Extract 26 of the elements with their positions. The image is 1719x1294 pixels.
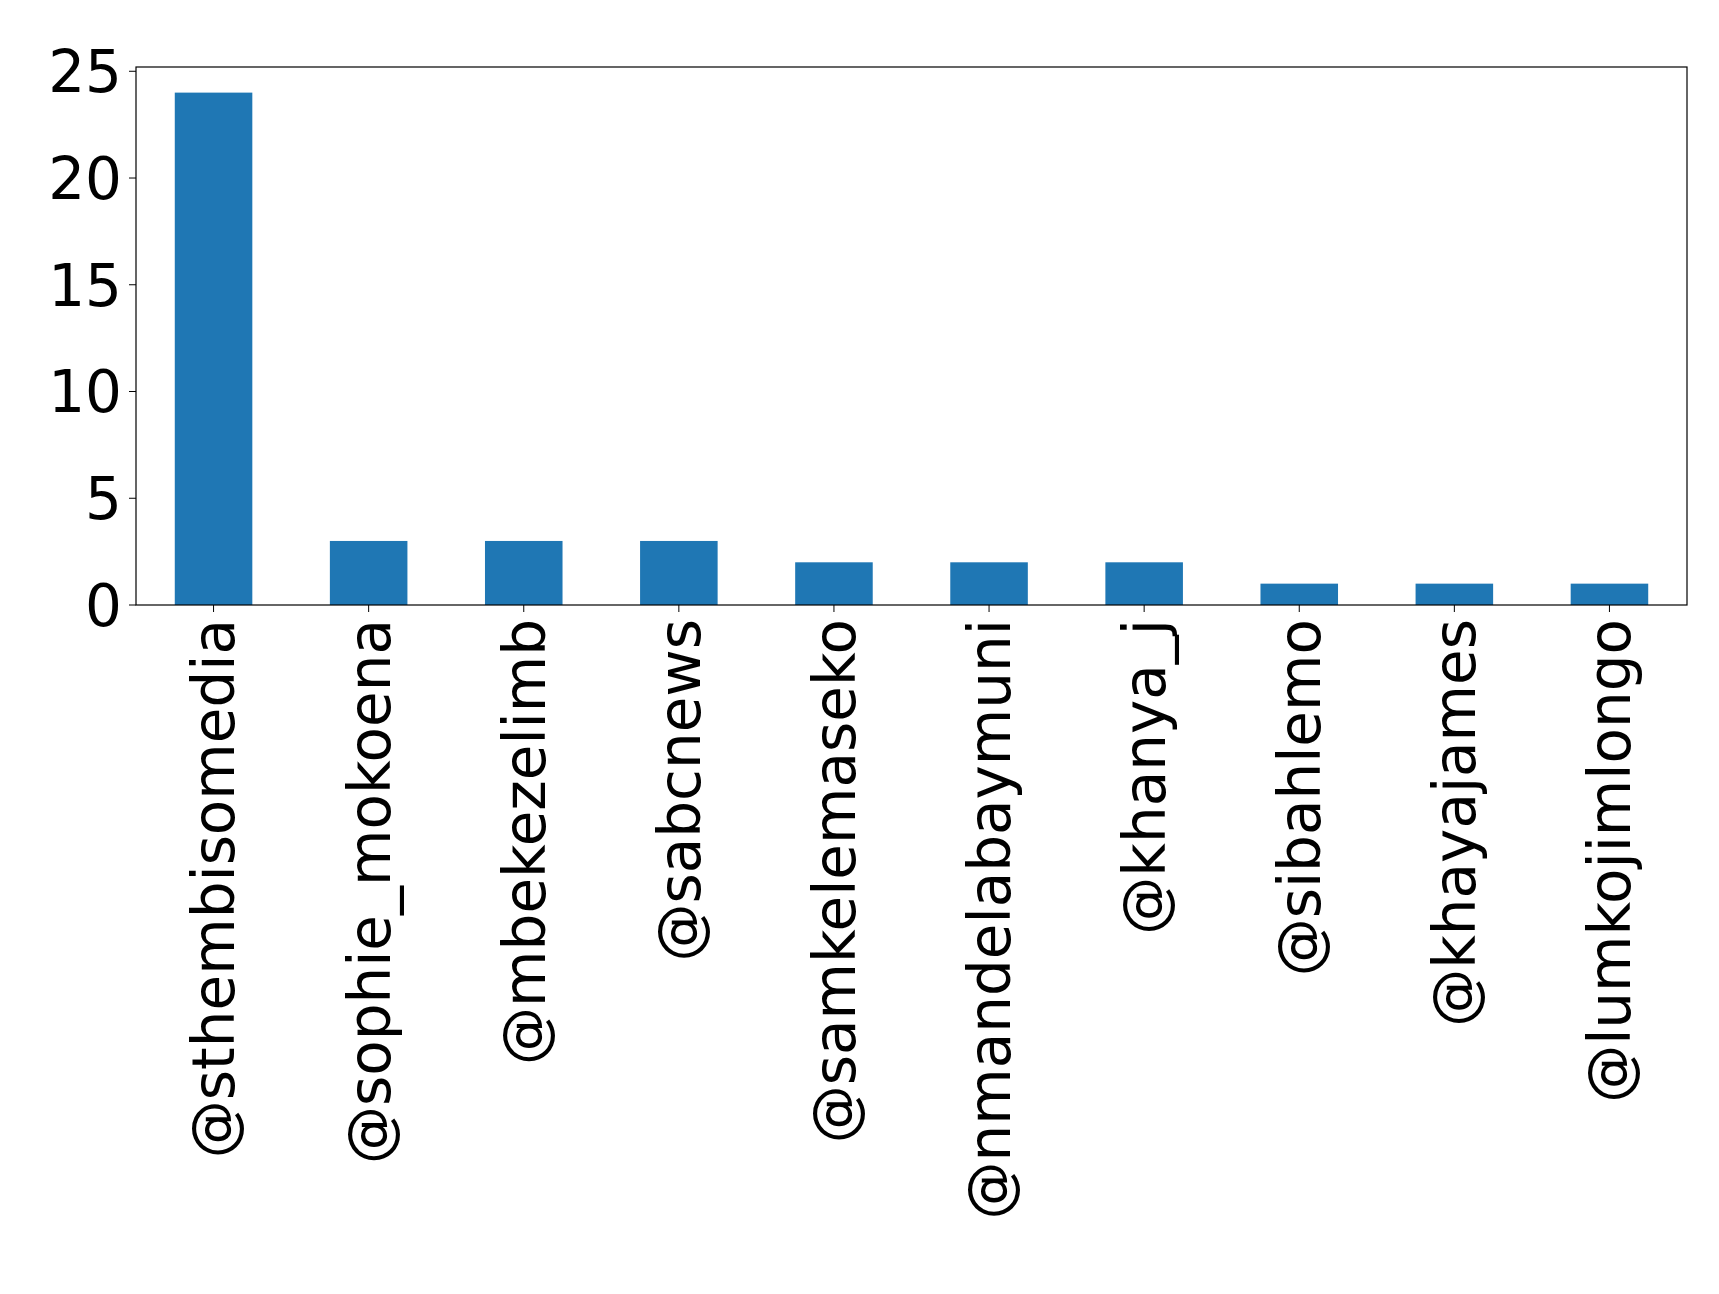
x-tick-label: @khayajames [1421,619,1490,1027]
x-tick-label: @sibahlemo [1266,619,1335,977]
bar [1105,562,1183,605]
x-tick-label: @mbekezelimb [490,619,559,1065]
bar [1570,583,1649,605]
x-tick-label: @sophie_mokoena [335,619,404,1165]
x-tick-label: @nmandelabaymuni [955,619,1024,1220]
bar [174,92,253,605]
bar [1260,583,1339,605]
y-tick-label: 10 [48,358,122,427]
y-tick-label: 20 [48,144,122,213]
bar [1415,583,1494,605]
y-tick-label: 0 [85,571,122,640]
bar [795,562,873,605]
y-tick-label: 25 [48,38,122,107]
x-tick-label: @khanya_j [1111,619,1180,935]
x-tick-label: @lumkojimlongo [1576,619,1645,1103]
y-tick-label: 15 [48,251,122,320]
bar [484,540,563,605]
bar [329,540,408,605]
x-tick-label: @samkelemaseko [800,619,869,1144]
bar [950,562,1028,605]
y-tick-label: 5 [85,465,122,534]
x-tick-label: @sabcnews [645,619,714,962]
x-tick-label: @sthembisomedia [180,619,249,1159]
bar [640,540,718,605]
